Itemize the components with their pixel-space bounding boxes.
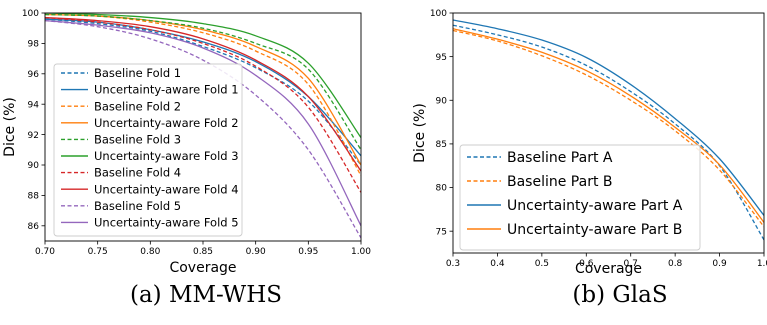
x-tick-label: 0.70 bbox=[35, 247, 55, 257]
series-line-3 bbox=[453, 19, 764, 216]
figure-caption: (a) MM-WHS bbox=[130, 282, 282, 308]
y-tick-label: 75 bbox=[436, 227, 447, 237]
x-tick-label: 0.6 bbox=[579, 259, 594, 269]
legend-label: Baseline Fold 1 bbox=[94, 66, 181, 80]
legend-label: Uncertainty-aware Part B bbox=[507, 222, 682, 238]
legend-label: Uncertainty-aware Part A bbox=[507, 198, 683, 214]
legend-label: Baseline Fold 5 bbox=[94, 199, 181, 213]
x-tick-label: 0.85 bbox=[193, 247, 213, 257]
legend-label: Baseline Part A bbox=[507, 150, 613, 166]
x-tick-label: 0.75 bbox=[88, 247, 108, 257]
y-tick-label: 100 bbox=[430, 9, 447, 19]
figure-caption: (b) GlaS bbox=[572, 282, 667, 308]
chart-2: 0.3 0.4 0.5 0.6 0.7 0.8 0.9 1.0 75 80 85 90 95 100 Cov… bbox=[412, 9, 767, 308]
series-line-2 bbox=[453, 29, 764, 228]
x-tick-label: 1.00 bbox=[351, 247, 371, 257]
x-axis-label: Coverage bbox=[575, 261, 642, 277]
x-tick-label: 0.4 bbox=[490, 259, 505, 269]
x-axis-label: Coverage bbox=[169, 260, 236, 276]
x-tick-label: 0.80 bbox=[140, 247, 160, 257]
y-tick-label: 85 bbox=[436, 140, 447, 150]
series-line-7 bbox=[45, 16, 361, 193]
y-tick-label: 92 bbox=[28, 131, 39, 141]
y-tick-label: 90 bbox=[436, 96, 448, 106]
y-tick-label: 80 bbox=[436, 184, 448, 194]
legend-label: Uncertainty-aware Fold 1 bbox=[94, 83, 239, 97]
x-tick-label: 0.95 bbox=[298, 247, 318, 257]
y-tick-label: 98 bbox=[28, 40, 40, 50]
y-tick-label: 96 bbox=[28, 70, 40, 80]
chart-1: 0.70 0.75 0.80 0.85 0.90 0.95 1.00 86 88 90 92 94 96… bbox=[2, 9, 371, 308]
series-line-1 bbox=[45, 18, 361, 166]
legend-label: Uncertainty-aware Fold 2 bbox=[94, 116, 239, 130]
y-tick-label: 100 bbox=[22, 9, 39, 19]
legend-label: Uncertainty-aware Fold 5 bbox=[94, 216, 239, 230]
legend-label: Baseline Part B bbox=[507, 174, 613, 190]
y-tick-label: 86 bbox=[28, 222, 40, 232]
series-line-10 bbox=[45, 19, 361, 227]
y-tick-label: 90 bbox=[28, 161, 40, 171]
x-tick-label: 0.7 bbox=[624, 259, 638, 269]
series-group bbox=[453, 19, 764, 241]
legend-label: Uncertainty-aware Fold 4 bbox=[94, 182, 239, 196]
y-axis-label: Dice (%) bbox=[412, 103, 428, 163]
legend-box bbox=[459, 144, 701, 251]
x-tick-label: 0.3 bbox=[446, 259, 460, 269]
y-tick-label: 95 bbox=[436, 53, 447, 63]
series-group bbox=[45, 13, 361, 239]
series-line-8 bbox=[45, 16, 361, 172]
x-tick-label: 0.9 bbox=[712, 259, 727, 269]
legend-label: Baseline Fold 4 bbox=[94, 166, 181, 180]
legend-label: Baseline Fold 3 bbox=[94, 133, 181, 147]
y-tick-label: 88 bbox=[28, 192, 40, 202]
legend: Baseline Part A Baseline Part B Uncertaint… bbox=[459, 144, 701, 251]
x-tick-label: 0.90 bbox=[246, 247, 266, 257]
y-tick-label: 94 bbox=[28, 100, 40, 110]
legend-label: Baseline Fold 2 bbox=[94, 99, 181, 113]
x-tick-label: 0.8 bbox=[668, 259, 683, 269]
y-axis-label: Dice (%) bbox=[2, 97, 18, 157]
x-tick-label: 0.5 bbox=[535, 259, 549, 269]
plot-frame bbox=[452, 12, 765, 254]
legend-box bbox=[53, 63, 243, 237]
series-line-5 bbox=[45, 13, 361, 151]
series-line-6 bbox=[45, 13, 361, 139]
legend: Baseline Fold 1 Uncertainty-aware Fold 1 B… bbox=[53, 63, 243, 237]
series-line-4 bbox=[453, 28, 764, 223]
legend-label: Uncertainty-aware Fold 3 bbox=[94, 149, 239, 163]
x-tick-label: 1.0 bbox=[757, 259, 767, 269]
